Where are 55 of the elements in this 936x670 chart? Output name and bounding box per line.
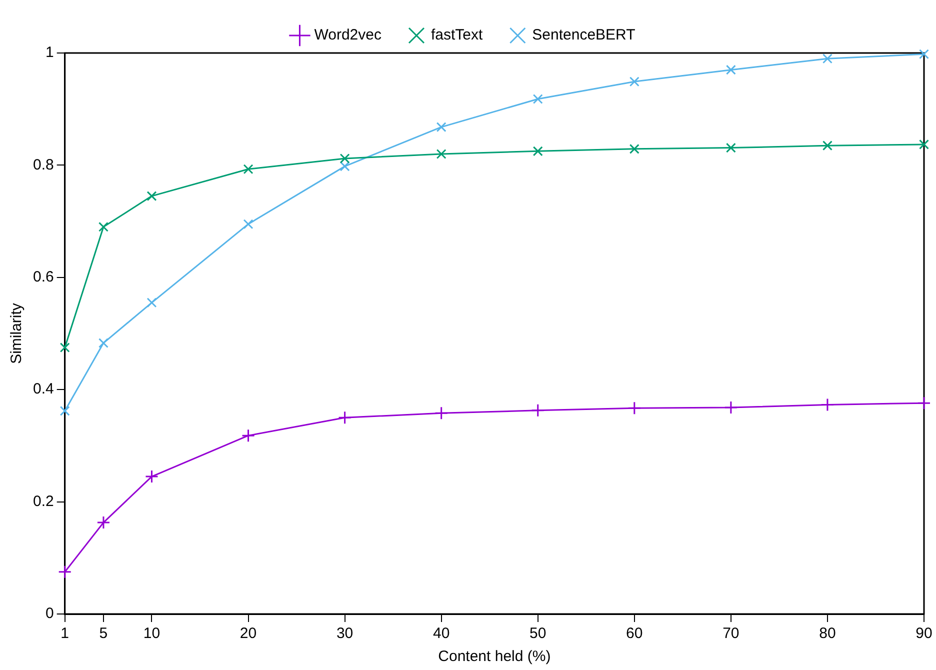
point — [629, 144, 640, 154]
y-tick-label: 0.2 — [32, 492, 54, 510]
point — [242, 428, 256, 442]
point — [436, 122, 446, 132]
point — [919, 139, 929, 150]
point — [340, 153, 350, 164]
y-tick-label: 0 — [46, 605, 54, 622]
point — [434, 406, 448, 420]
x-tick-label: 1 — [60, 625, 70, 642]
legend-label: SentenceBERT — [532, 26, 636, 44]
point — [96, 516, 110, 530]
x-tick-label: 20 — [240, 625, 257, 642]
point — [917, 396, 931, 410]
point — [820, 398, 834, 412]
x-tick-label: 50 — [530, 625, 546, 642]
point — [60, 406, 70, 416]
y-tick-label: 0.4 — [32, 380, 54, 398]
x-tick-label: 60 — [626, 625, 643, 642]
point — [98, 338, 108, 348]
legend-label: Word2vec — [314, 26, 382, 44]
point — [146, 298, 157, 308]
x-tick-label: 40 — [432, 625, 450, 642]
y-tick-label: 0.8 — [32, 156, 54, 174]
point — [340, 161, 350, 172]
legend-label: fastText — [430, 26, 484, 44]
point — [58, 565, 72, 579]
x-tick-label: 5 — [99, 625, 108, 642]
point — [919, 49, 929, 60]
y-tick-label: 1 — [46, 44, 54, 62]
point — [531, 404, 545, 418]
point — [532, 94, 543, 104]
point — [822, 54, 832, 64]
x-tick-label: 80 — [819, 625, 836, 642]
point — [98, 222, 108, 232]
point — [532, 146, 543, 156]
point — [146, 191, 157, 202]
point — [724, 400, 738, 414]
point — [338, 410, 352, 424]
x-tick-label: 30 — [336, 625, 354, 642]
y-axis-title: Similarity — [8, 302, 26, 364]
point — [436, 148, 446, 159]
point — [726, 142, 736, 153]
point — [822, 140, 832, 151]
x-axis-title: Content held (%) — [438, 648, 551, 666]
x-tick-label: 90 — [916, 625, 932, 642]
x-tick-label: 10 — [143, 625, 160, 642]
point — [144, 470, 158, 484]
point — [629, 76, 640, 87]
point — [628, 401, 642, 415]
point — [243, 219, 254, 230]
point — [726, 64, 736, 75]
x-tick-label: 70 — [722, 625, 740, 642]
point — [60, 342, 70, 353]
point — [243, 164, 254, 174]
y-tick-label: 0.6 — [32, 268, 54, 286]
